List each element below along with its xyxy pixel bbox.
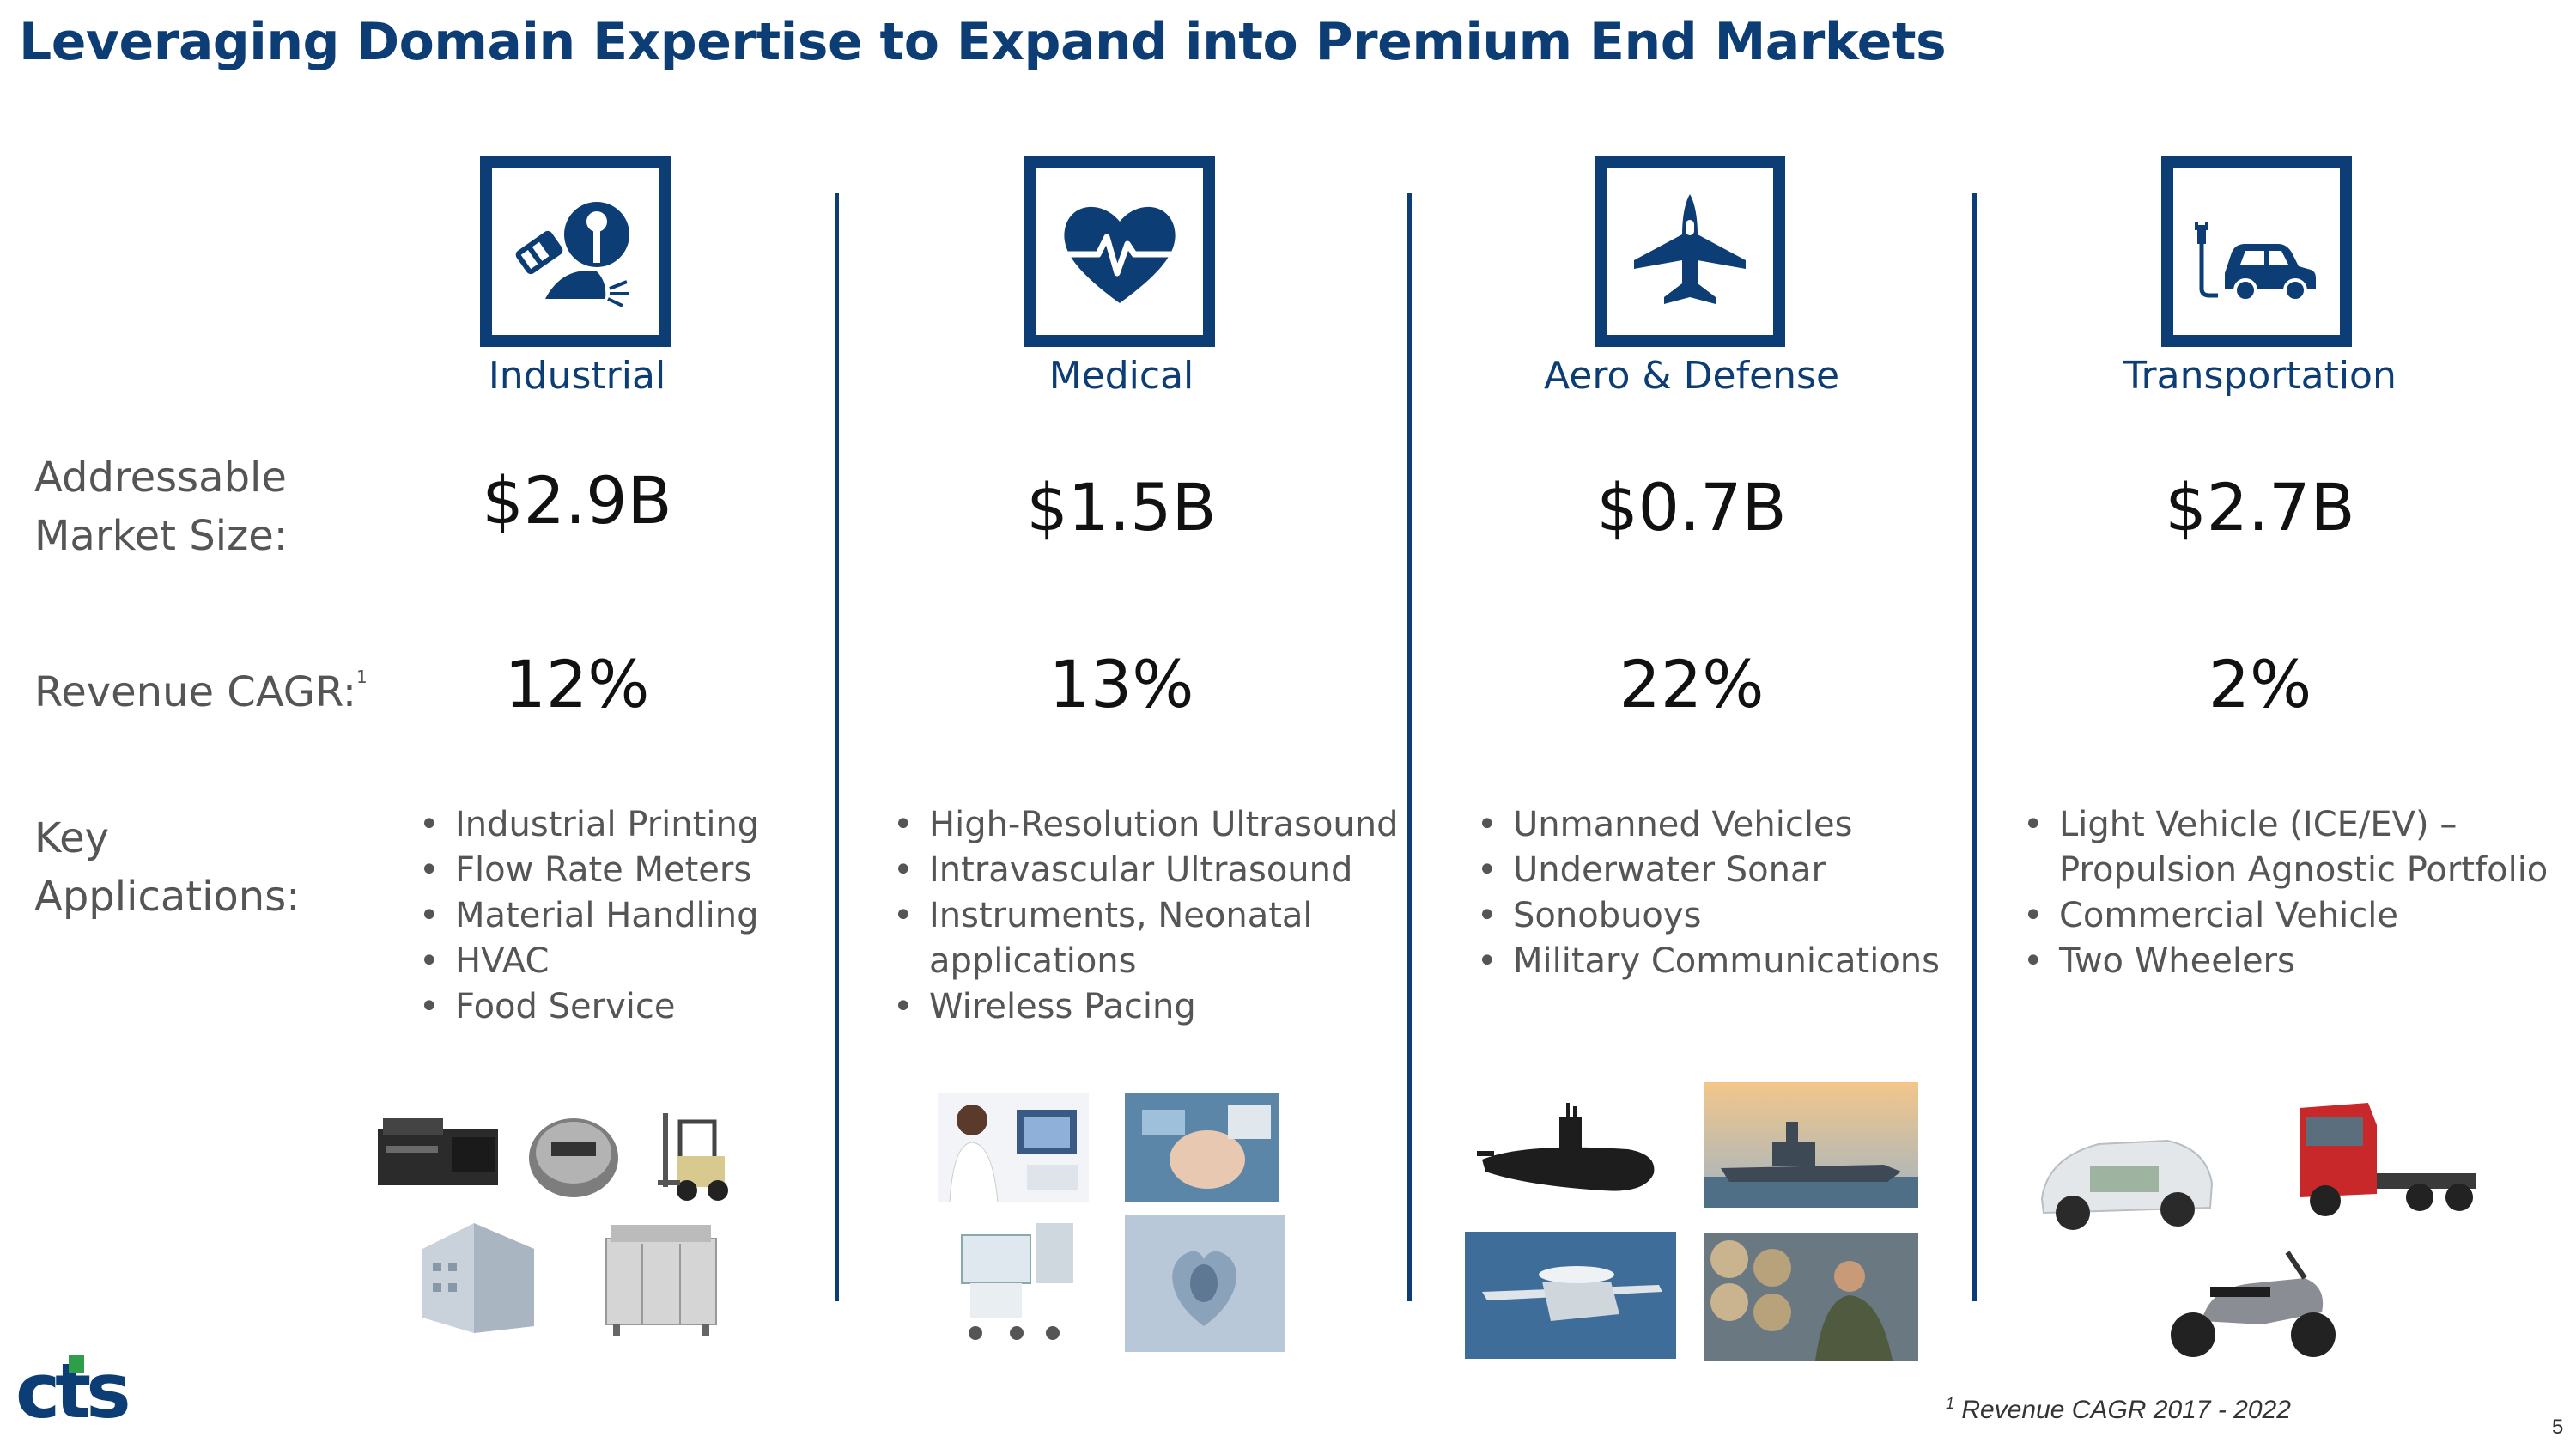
wireless-pacemaker-image (1125, 1215, 1285, 1352)
cagr-industrial: 12% (504, 646, 650, 722)
applications-list-transportation: Light Vehicle (ICE/EV) – Propulsion Agno… (2023, 802, 2548, 984)
list-item: Commercial Vehicle (2023, 893, 2548, 939)
electric-car-icon (2161, 156, 2352, 347)
row-label-cagr-footnote-mark: 1 (356, 667, 368, 687)
hvac-building-image (422, 1223, 534, 1333)
row-label-market-size-line1: Addressable (34, 454, 287, 502)
footnote-text: Revenue CAGR 2017 - 2022 (1954, 1396, 2291, 1424)
surveillance-aircraft-image (1465, 1232, 1676, 1359)
cagr-transportation: 2% (2208, 646, 2312, 722)
applications-list-aero-defense: Unmanned Vehicles Underwater Sonar Sonob… (1477, 802, 1940, 984)
forklift-image (658, 1113, 728, 1201)
list-item: Two Wheelers (2023, 939, 2548, 984)
list-item: Unmanned Vehicles (1477, 802, 1940, 848)
light-vehicle-image (2040, 1139, 2214, 1230)
list-item: Light Vehicle (ICE/EV) – (2023, 802, 2548, 848)
list-item: Industrial Printing (419, 802, 759, 848)
column-label-aero-defense: Aero & Defense (1543, 354, 1840, 398)
market-size-medical: $1.5B (1026, 469, 1217, 545)
heart-pulse-icon (1024, 156, 1215, 347)
ultrasound-doctor-image (938, 1093, 1089, 1202)
commercial-truck-image (2300, 1103, 2476, 1216)
medical-patient-image (1125, 1093, 1279, 1202)
row-label-applications-line2: Applications: (34, 873, 301, 921)
column-label-medical: Medical (1048, 354, 1194, 398)
column-label-industrial: Industrial (488, 354, 666, 398)
row-label-applications: Key Applications: (34, 809, 300, 926)
warship-image (1704, 1082, 1918, 1208)
food-service-fryer-image (605, 1225, 717, 1336)
jet-icon (1595, 156, 1785, 347)
logo-accent (69, 1355, 84, 1373)
list-item: Sonobuoys (1477, 893, 1940, 939)
row-label-cagr-text: Revenue CAGR: (34, 668, 357, 716)
list-item: Underwater Sonar (1477, 848, 1940, 893)
list-item: Material Handling (419, 893, 759, 939)
list-item: Food Service (419, 984, 759, 1030)
column-divider-1 (835, 193, 839, 1301)
row-label-applications-line1: Key (34, 814, 110, 862)
footnote-mark: 1 (1946, 1395, 1955, 1412)
footnote: 1 Revenue CAGR 2017 - 2022 (1946, 1395, 2291, 1425)
list-item: Instruments, Neonatal (893, 893, 1399, 939)
list-item: Flow Rate Meters (419, 848, 759, 893)
column-divider-2 (1407, 193, 1412, 1301)
market-size-industrial: $2.9B (482, 462, 672, 539)
list-item: HVAC (419, 939, 759, 984)
industrial-printer-image (378, 1118, 498, 1185)
applications-list-medical: High-Resolution Ultrasound Intravascular… (893, 802, 1399, 1030)
list-item: Military Communications (1477, 939, 1940, 984)
industrial-robot-icon (480, 156, 671, 347)
market-size-transportation: $2.7B (2165, 469, 2355, 545)
market-size-aero-defense: $0.7B (1596, 469, 1787, 545)
list-item: Wireless Pacing (893, 984, 1399, 1030)
list-item-continuation: Propulsion Agnostic Portfolio (2059, 850, 2549, 890)
submarine-image (1477, 1103, 1655, 1191)
sonobuoy-soldier-image (1704, 1233, 1918, 1361)
page-number: 5 (2552, 1416, 2564, 1439)
list-item-continuation: applications (929, 941, 1137, 981)
row-label-cagr: Revenue CAGR:1 (34, 656, 368, 721)
column-label-transportation: Transportation (2123, 354, 2397, 398)
cts-logo: cts (15, 1347, 153, 1437)
applications-list-industrial: Industrial Printing Flow Rate Meters Mat… (419, 802, 759, 1030)
slide-title: Leveraging Domain Expertise to Expand in… (19, 12, 1947, 72)
list-item: High-Resolution Ultrasound (893, 802, 1399, 848)
row-label-market-size-line2: Market Size: (34, 512, 288, 560)
cagr-aero-defense: 22% (1619, 646, 1765, 722)
cagr-medical: 13% (1048, 646, 1194, 722)
flow-meter-image (529, 1118, 618, 1197)
neonatal-incubator-image (961, 1223, 1073, 1340)
column-divider-3 (1972, 193, 1977, 1301)
list-item: Intravascular Ultrasound (893, 848, 1399, 893)
row-label-market-size: Addressable Market Size: (34, 448, 288, 565)
scooter-image (2171, 1251, 2336, 1357)
